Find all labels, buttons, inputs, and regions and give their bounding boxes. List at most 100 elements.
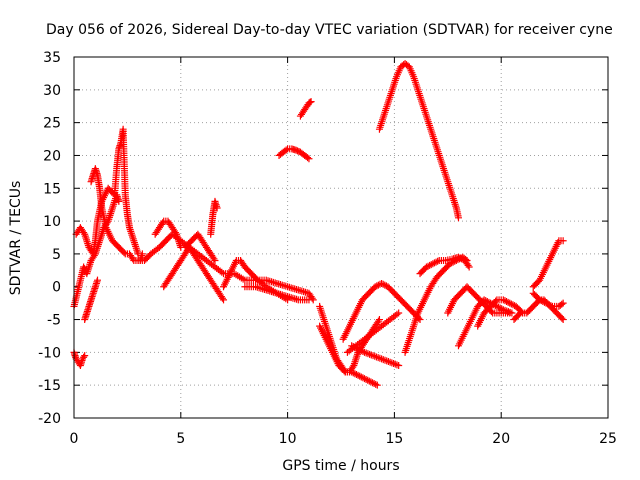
series-sat-v [416, 253, 473, 278]
y-tick-label: 15 [43, 181, 61, 197]
data-point [506, 299, 514, 307]
data-point [352, 371, 360, 379]
data-point [458, 255, 466, 263]
data-point [370, 380, 378, 388]
y-tick-label: -10 [38, 345, 61, 361]
data-point [383, 357, 391, 365]
y-tick-label: -5 [47, 313, 61, 329]
data-point [456, 254, 464, 262]
data-point [220, 296, 228, 304]
data-point [499, 306, 507, 314]
data-point [391, 360, 399, 368]
data-point [422, 263, 430, 271]
data-point [359, 374, 367, 382]
data-point [374, 281, 382, 289]
data-point [395, 361, 403, 369]
y-tick-label: 25 [43, 116, 61, 132]
data-point [384, 358, 392, 366]
y-tick-label: 10 [43, 214, 61, 230]
data-point [356, 372, 364, 380]
data-point [374, 317, 382, 325]
data-point [393, 310, 401, 318]
y-tick-label: -15 [38, 378, 61, 394]
data-point [374, 354, 382, 362]
data-point [360, 348, 368, 356]
data-point [307, 98, 315, 106]
data-point [483, 297, 491, 305]
data-point [351, 343, 359, 351]
data-point [349, 369, 357, 377]
data-point [507, 300, 515, 308]
data-point [365, 377, 373, 385]
data-point [430, 259, 438, 267]
data-point [218, 294, 226, 302]
x-tick-label: 5 [176, 431, 185, 447]
data-point [388, 359, 396, 367]
data-point [547, 302, 555, 310]
data-point [559, 316, 567, 324]
series-sat-h [160, 243, 228, 304]
data-point [354, 371, 362, 379]
data-point [115, 197, 123, 205]
data-point [360, 375, 368, 383]
data-point [80, 229, 88, 237]
data-point [369, 379, 377, 387]
data-point [357, 373, 365, 381]
data-point [454, 253, 462, 261]
data-point [80, 353, 88, 361]
series-sat-q [339, 279, 424, 343]
data-point [429, 260, 437, 268]
x-tick-label: 0 [70, 431, 79, 447]
series-sat-l [241, 283, 313, 304]
x-tick-label: 20 [492, 431, 510, 447]
data-point [482, 297, 490, 305]
series-sat-t [375, 60, 462, 222]
data-point [515, 310, 523, 318]
data-point [81, 352, 89, 360]
data-point [109, 190, 117, 198]
data-point [372, 353, 380, 361]
series-sat-j [207, 197, 221, 238]
series-sat-i [181, 230, 219, 264]
data-point [120, 249, 128, 257]
series-sat-s [348, 342, 403, 369]
data-point [356, 346, 364, 354]
data-point [351, 370, 359, 378]
data-point [349, 343, 357, 351]
data-point [218, 268, 226, 276]
data-point [362, 375, 370, 383]
data-point [352, 344, 360, 352]
data-point [496, 304, 504, 312]
data-point [213, 204, 221, 212]
data-point [381, 281, 389, 289]
data-point [340, 367, 348, 375]
data-point [454, 214, 462, 222]
data-point [348, 342, 356, 350]
data-point [210, 255, 218, 263]
data-point [211, 256, 219, 264]
data-point [348, 368, 356, 376]
data-point [390, 360, 398, 368]
data-point [373, 282, 381, 290]
data-point [371, 352, 379, 360]
data-point [537, 297, 545, 305]
data-point [540, 298, 548, 306]
series-sat-ab [529, 289, 567, 310]
data-point [492, 297, 500, 305]
data-point [379, 280, 387, 288]
plot-frame [73, 56, 609, 419]
data-point [536, 296, 544, 304]
data-point [509, 301, 517, 309]
data-point [372, 380, 380, 388]
chart-title: Day 056 of 2026, Sidereal Day-to-day VTE… [46, 22, 613, 38]
series-sat-f [134, 230, 317, 304]
data-point [93, 276, 101, 284]
data-point [386, 358, 394, 366]
data-point [305, 155, 313, 163]
y-axis-title: SDTVAR / TECUs [8, 181, 24, 296]
data-point [366, 350, 374, 358]
data-point [501, 306, 509, 314]
y-tick-label: 5 [52, 247, 61, 263]
data-point [480, 296, 488, 304]
